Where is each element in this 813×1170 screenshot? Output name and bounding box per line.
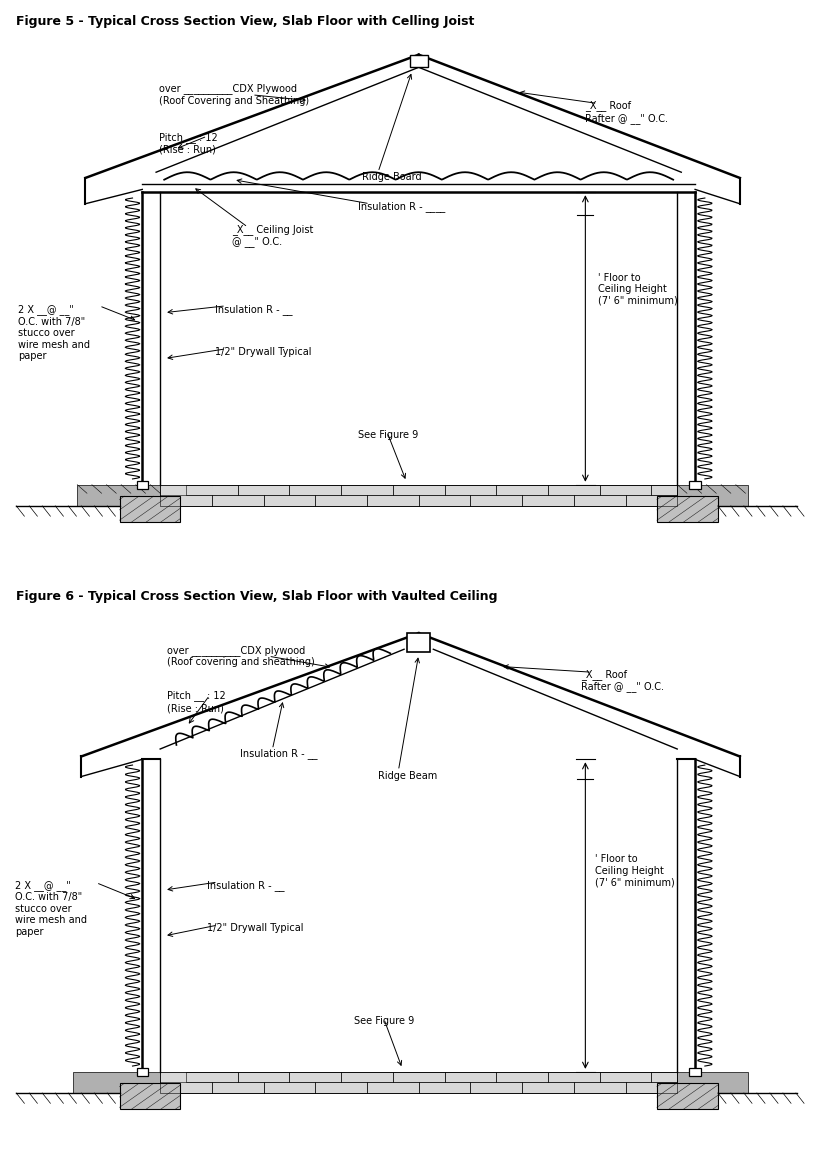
Bar xyxy=(419,1082,471,1093)
Bar xyxy=(496,1072,548,1082)
Text: Figure 6 - Typical Cross Section View, Slab Floor with Vaulted Ceiling: Figure 6 - Typical Cross Section View, S… xyxy=(16,590,498,604)
Bar xyxy=(160,1082,212,1093)
Bar xyxy=(651,1072,677,1082)
Bar xyxy=(289,484,341,495)
Text: See Figure 9: See Figure 9 xyxy=(354,1017,414,1026)
Text: Ridge Beam: Ridge Beam xyxy=(378,771,437,780)
Bar xyxy=(677,484,748,505)
Bar xyxy=(657,1083,718,1109)
Bar xyxy=(160,1072,677,1093)
Bar xyxy=(657,496,718,522)
Text: Ridge Board: Ridge Board xyxy=(362,172,421,183)
Bar xyxy=(77,484,160,505)
Text: 2 X __@ __"
O.C. with 7/8"
stucco over
wire mesh and
paper: 2 X __@ __" O.C. with 7/8" stucco over w… xyxy=(15,880,87,937)
Bar xyxy=(574,495,625,505)
Text: 1/2" Drywall Typical: 1/2" Drywall Typical xyxy=(215,347,312,357)
Bar xyxy=(393,484,445,495)
Bar xyxy=(73,1072,160,1093)
Bar xyxy=(410,55,428,68)
Text: over __________CDX plywood
(Roof covering and sheathing): over __________CDX plywood (Roof coverin… xyxy=(167,645,315,667)
Text: _X__ Roof
Rafter @ __" O.C.: _X__ Roof Rafter @ __" O.C. xyxy=(581,669,664,693)
Bar xyxy=(186,484,237,495)
Bar xyxy=(367,1082,419,1093)
Bar xyxy=(315,495,367,505)
Bar xyxy=(445,484,496,495)
Bar xyxy=(419,495,471,505)
Bar xyxy=(522,1082,574,1093)
Text: See Figure 9: See Figure 9 xyxy=(358,431,418,440)
Bar xyxy=(574,1082,625,1093)
Text: Insulation R - __: Insulation R - __ xyxy=(207,880,285,890)
Bar xyxy=(315,1082,367,1093)
Bar xyxy=(393,1072,445,1082)
Bar xyxy=(160,484,677,505)
Text: Figure 5 - Typical Cross Section View, Slab Floor with Celling Joist: Figure 5 - Typical Cross Section View, S… xyxy=(16,14,475,28)
Bar xyxy=(160,495,212,505)
Bar xyxy=(548,1072,600,1082)
Bar xyxy=(120,1083,180,1109)
Bar xyxy=(548,484,600,495)
Bar xyxy=(689,481,701,489)
Bar xyxy=(471,1082,522,1093)
Bar xyxy=(263,495,315,505)
Bar xyxy=(120,496,180,522)
Text: ' Floor to
Ceiling Height
(7' 6" minimum): ' Floor to Ceiling Height (7' 6" minimum… xyxy=(598,273,677,305)
Text: Pitch __ : 12
(Rise : Run): Pitch __ : 12 (Rise : Run) xyxy=(159,132,217,154)
Bar xyxy=(407,633,430,652)
Bar xyxy=(341,484,393,495)
Text: _X__ Roof
Rafter @ __" O.C.: _X__ Roof Rafter @ __" O.C. xyxy=(585,101,668,124)
Bar xyxy=(600,1072,651,1082)
Text: ' Floor to
Ceiling Height
(7' 6" minimum): ' Floor to Ceiling Height (7' 6" minimum… xyxy=(595,854,675,887)
Bar xyxy=(445,1072,496,1082)
Text: 2 X __@ __"
O.C. with 7/8"
stucco over
wire mesh and
paper: 2 X __@ __" O.C. with 7/8" stucco over w… xyxy=(18,304,90,362)
Text: Insulation R - ____: Insulation R - ____ xyxy=(358,201,445,212)
Text: Insulation R - __: Insulation R - __ xyxy=(240,748,317,759)
Bar xyxy=(137,1068,148,1075)
Bar xyxy=(186,1072,237,1082)
Bar xyxy=(651,484,677,495)
Bar xyxy=(237,484,289,495)
Bar xyxy=(367,495,419,505)
Bar xyxy=(263,1082,315,1093)
Bar xyxy=(137,481,148,489)
Bar xyxy=(625,495,677,505)
Bar xyxy=(212,1082,263,1093)
Bar xyxy=(212,495,263,505)
Bar xyxy=(237,1072,289,1082)
Text: Insulation R - __: Insulation R - __ xyxy=(215,304,293,315)
Text: 1/2" Drywall Typical: 1/2" Drywall Typical xyxy=(207,923,304,932)
Bar xyxy=(496,484,548,495)
Text: Pitch __ : 12
(Rise : Run): Pitch __ : 12 (Rise : Run) xyxy=(167,690,225,713)
Bar xyxy=(522,495,574,505)
Text: over __________CDX Plywood
(Roof Covering and Sheathing): over __________CDX Plywood (Roof Coverin… xyxy=(159,83,309,105)
Bar xyxy=(689,1068,701,1075)
Text: _X__ Ceiling Joist
@ __" O.C.: _X__ Ceiling Joist @ __" O.C. xyxy=(232,223,313,247)
Bar xyxy=(677,1072,748,1093)
Bar xyxy=(625,1082,677,1093)
Bar xyxy=(600,484,651,495)
Bar xyxy=(289,1072,341,1082)
Bar xyxy=(471,495,522,505)
Bar xyxy=(341,1072,393,1082)
